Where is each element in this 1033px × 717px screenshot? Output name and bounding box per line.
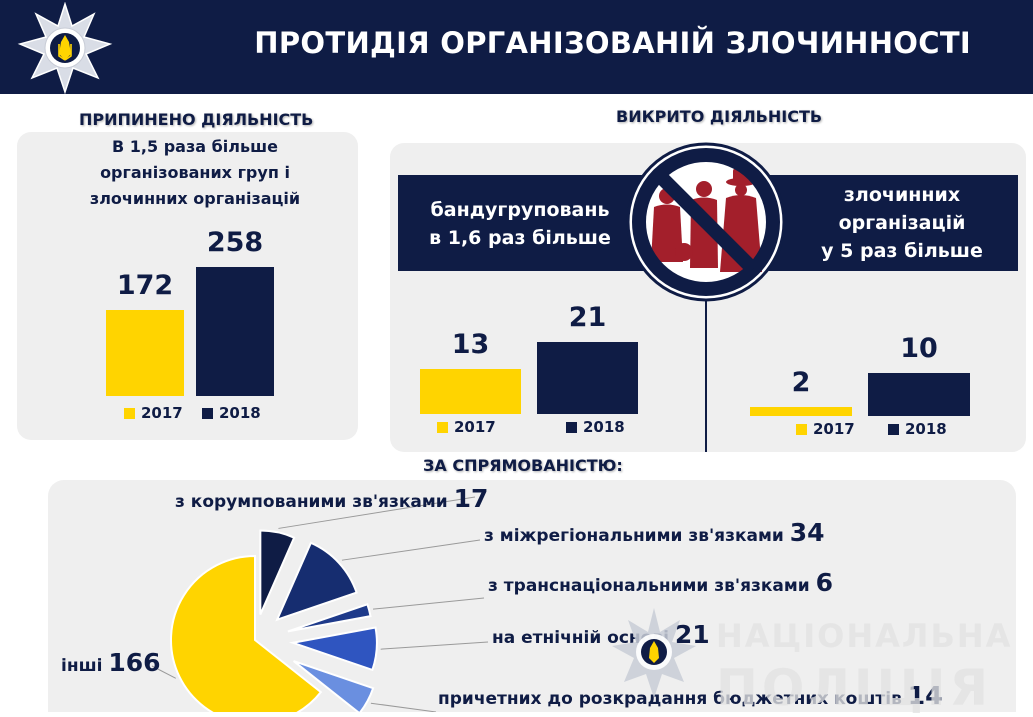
pie-leader-line xyxy=(380,641,489,650)
legend-label-2018: 2018 xyxy=(219,404,261,422)
bar-2018 xyxy=(196,267,274,396)
police-watermark-text: НАЦІОНАЛЬНА ПОЛІЦІЯ xyxy=(716,610,1012,714)
organizations-banner-line-1: злочинних xyxy=(843,184,961,206)
panel-divider xyxy=(705,290,707,452)
organizations-legend-2018: 2018 xyxy=(888,420,947,438)
pie-slice-corrupt-links xyxy=(259,529,296,615)
gangs-legend-label-2018: 2018 xyxy=(583,418,625,436)
gangs-bar-2017 xyxy=(420,369,521,414)
pie-slice-transnational xyxy=(287,603,372,633)
organizations-legend-swatch-2017 xyxy=(796,423,807,435)
category-corrupt-links: з корумпованими зв'язками 17 xyxy=(175,484,488,513)
pie-slice-ethnic xyxy=(288,626,378,672)
subtitle-line-2: організованих груп і xyxy=(100,163,290,182)
subtitle-line-1: В 1,5 раза більше xyxy=(112,137,278,156)
pie-leader-line xyxy=(278,496,476,529)
organizations-banner-text: злочинних організацій у 5 раз більше xyxy=(792,181,1012,265)
organizations-bar-2018 xyxy=(868,373,970,416)
legend-swatch-2018 xyxy=(202,407,213,419)
pie-slice-budget xyxy=(293,660,375,712)
pie-slice-interregional xyxy=(275,541,358,622)
category-value: 6 xyxy=(815,568,834,597)
gangs-banner-line-2: в 1,6 раз більше xyxy=(429,227,611,249)
organizations-value-2017: 2 xyxy=(791,367,811,398)
pie-leader-line xyxy=(151,665,177,679)
category-label: з корумпованими зв'язками xyxy=(175,492,448,512)
organizations-banner-line-3: у 5 раз більше xyxy=(821,240,983,262)
gangs-banner-line-1: бандугруповань xyxy=(430,199,610,221)
bar-2017 xyxy=(106,310,184,396)
page-title: ПРОТИДІЯ ОРГАНІЗОВАНІЙ ЗЛОЧИННОСТІ xyxy=(254,26,971,60)
stopped-activity-heading: ПРИПИНЕНО ДІЯЛЬНІСТЬ xyxy=(79,110,314,129)
direction-heading: ЗА СПРЯМОВАНІСТЮ: xyxy=(423,456,623,475)
category-label: з транснаціональними зв'язками xyxy=(488,576,810,596)
gangs-legend-2018: 2018 xyxy=(566,418,625,436)
pie-leader-line xyxy=(372,597,485,610)
pie-leader-line xyxy=(341,539,481,561)
pie-slice-other xyxy=(170,554,323,712)
exposed-activity-heading: ВИКРИТО ДІЯЛЬНІСТЬ xyxy=(616,107,823,126)
category-value: 34 xyxy=(789,518,825,547)
pie-leader-line xyxy=(370,702,437,712)
bar-value-2018: 258 xyxy=(206,227,264,258)
police-star-logo-icon xyxy=(17,2,113,94)
category-label: інші xyxy=(61,656,103,676)
legend-label-2017: 2017 xyxy=(141,404,183,422)
bar-value-2017: 172 xyxy=(116,270,174,301)
gangs-legend-swatch-2018 xyxy=(566,421,577,433)
gangs-legend-label-2017: 2017 xyxy=(454,418,496,436)
category-other: інші 166 xyxy=(61,648,161,677)
category-value: 14 xyxy=(907,681,943,710)
organizations-value-2018: 10 xyxy=(900,333,938,364)
organizations-banner-line-2: організацій xyxy=(838,212,966,234)
header-banner: ПРОТИДІЯ ОРГАНІЗОВАНІЙ ЗЛОЧИННОСТІ xyxy=(0,0,1033,94)
category-ethnic-basis: на етнічній основі 21 xyxy=(492,620,710,649)
category-value: 17 xyxy=(453,484,489,513)
gangs-value-2018: 21 xyxy=(568,302,607,333)
category-label: з міжрегіональними зв'язками xyxy=(484,526,784,546)
gangs-banner-text: бандугруповань в 1,6 раз більше xyxy=(410,196,630,252)
category-label: на етнічній основі xyxy=(492,628,669,648)
organizations-legend-label-2018: 2018 xyxy=(905,420,947,438)
watermark-line-1: НАЦІОНАЛЬНА xyxy=(716,617,1013,655)
category-transnational-links: з транснаціональними зв'язками 6 xyxy=(488,568,833,597)
gangs-legend-swatch-2017 xyxy=(437,421,448,433)
legend-item-2018: 2018 xyxy=(202,404,261,422)
gangs-value-2017: 13 xyxy=(451,329,490,360)
legend-item-2017: 2017 xyxy=(124,404,183,422)
stopped-activity-panel xyxy=(17,132,358,440)
organizations-bar-2017 xyxy=(750,407,852,416)
subtitle-line-3: злочинних організацій xyxy=(89,189,301,208)
gangs-bar-2018 xyxy=(537,342,638,414)
stopped-activity-subtitle: В 1,5 раза більше організованих груп і з… xyxy=(40,134,350,212)
gangs-legend-2017: 2017 xyxy=(437,418,496,436)
category-interregional-links: з міжрегіональними зв'язками 34 xyxy=(484,518,825,547)
organizations-legend-2017: 2017 xyxy=(796,420,855,438)
category-value: 166 xyxy=(108,648,161,677)
organizations-legend-label-2017: 2017 xyxy=(813,420,855,438)
organizations-legend-swatch-2018 xyxy=(888,423,899,435)
category-label: причетних до розкрадання бюджетних кошті… xyxy=(438,689,902,709)
category-value: 21 xyxy=(674,620,710,649)
category-budget-embezzlement: причетних до розкрадання бюджетних кошті… xyxy=(438,681,943,710)
legend-swatch-2017 xyxy=(124,407,135,419)
watermark-line-2: ПОЛІЦІЯ xyxy=(716,659,992,717)
